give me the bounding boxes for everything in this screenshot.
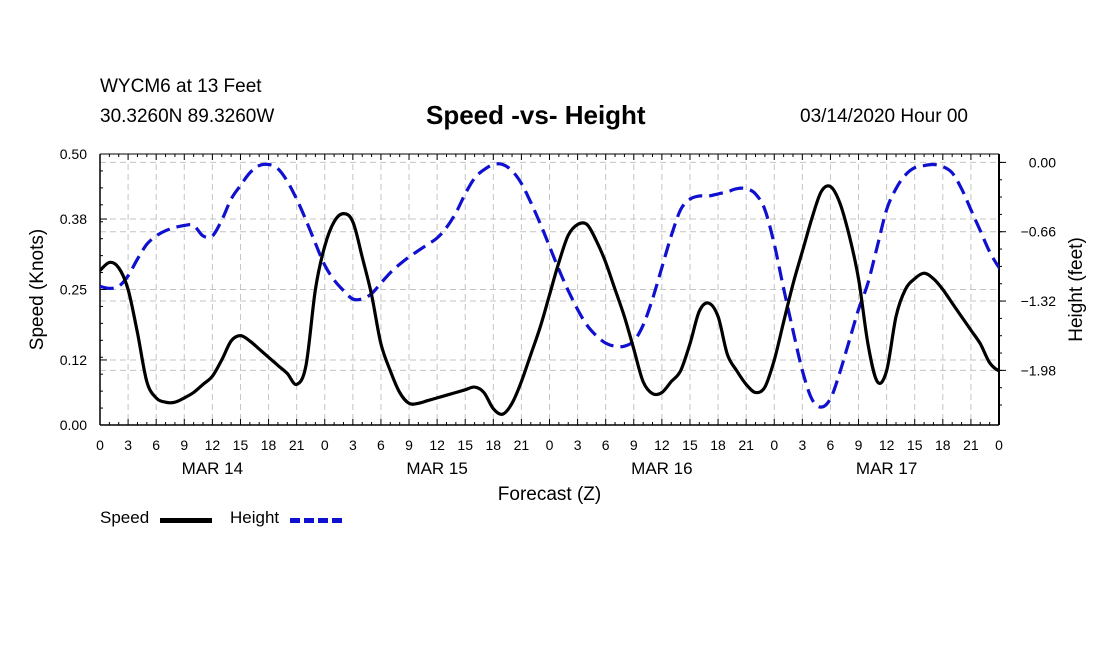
- x-tick-label: 15: [457, 437, 473, 453]
- x-tick-label: 12: [879, 437, 895, 453]
- x-tick-label: 0: [770, 437, 778, 453]
- legend-item-height: Height: [230, 508, 279, 528]
- x-tick-label: 3: [574, 437, 582, 453]
- x-tick-label: 6: [152, 437, 160, 453]
- legend-line-speed: [160, 518, 212, 523]
- x-tick-label: 6: [377, 437, 385, 453]
- day-label: MAR 14: [182, 459, 243, 478]
- x-tick-label: 6: [827, 437, 835, 453]
- x-tick-label: 3: [349, 437, 357, 453]
- y-axis-label-left: Speed (Knots): [27, 229, 48, 350]
- x-axis-label: Forecast (Z): [498, 484, 601, 505]
- right-tick-label: −1.32: [1021, 293, 1057, 309]
- forecast-datetime: 03/14/2020 Hour 00: [800, 106, 968, 127]
- series-line-speed: [100, 184, 999, 416]
- legend-label-speed: Speed: [100, 508, 150, 527]
- x-tick-label: 0: [96, 437, 104, 453]
- x-tick-label: 21: [738, 437, 754, 453]
- x-tick-label: 15: [682, 437, 698, 453]
- series-line-height: [100, 162, 999, 409]
- left-tick-label: 0.25: [60, 282, 87, 298]
- x-tick-label: 0: [321, 437, 329, 453]
- x-tick-label: 3: [798, 437, 806, 453]
- x-tick-label: 9: [855, 437, 863, 453]
- left-tick-label: 0.12: [60, 352, 87, 368]
- coordinates-label: 30.3260N 89.3260W: [100, 106, 275, 127]
- x-tick-label: 3: [124, 437, 132, 453]
- x-tick-label: 21: [514, 437, 530, 453]
- day-label: MAR 17: [856, 459, 917, 478]
- x-tick-label: 15: [233, 437, 249, 453]
- x-tick-label: 9: [405, 437, 413, 453]
- y-axis-label-right: Height (feet): [1066, 237, 1087, 342]
- right-tick-label: −1.98: [1021, 362, 1057, 378]
- x-tick-label: 12: [654, 437, 670, 453]
- x-tick-label: 15: [907, 437, 923, 453]
- station-label: WYCM6 at 13 Feet: [100, 76, 262, 97]
- legend-item-speed: Speed: [100, 508, 149, 528]
- left-tick-label: 0.50: [60, 146, 87, 162]
- x-tick-label: 12: [429, 437, 445, 453]
- left-tick-label: 0.00: [60, 417, 87, 433]
- x-tick-label: 18: [261, 437, 277, 453]
- left-tick-label: 0.38: [60, 211, 87, 227]
- day-label: MAR 16: [631, 459, 692, 478]
- x-tick-label: 21: [289, 437, 305, 453]
- chart-title: Speed -vs- Height: [426, 100, 646, 130]
- legend-label-height: Height: [230, 508, 280, 527]
- day-label: MAR 15: [406, 459, 467, 478]
- x-tick-label: 0: [546, 437, 554, 453]
- x-tick-label: 6: [602, 437, 610, 453]
- legend-line-height: [290, 518, 342, 523]
- x-tick-label: 12: [205, 437, 221, 453]
- right-tick-label: 0.00: [1029, 154, 1056, 170]
- x-tick-label: 0: [995, 437, 1003, 453]
- x-tick-label: 18: [486, 437, 502, 453]
- x-tick-label: 9: [630, 437, 638, 453]
- x-tick-label: 18: [710, 437, 726, 453]
- x-tick-label: 21: [963, 437, 979, 453]
- x-tick-label: 9: [180, 437, 188, 453]
- x-tick-label: 18: [935, 437, 951, 453]
- right-tick-label: −0.66: [1021, 224, 1057, 240]
